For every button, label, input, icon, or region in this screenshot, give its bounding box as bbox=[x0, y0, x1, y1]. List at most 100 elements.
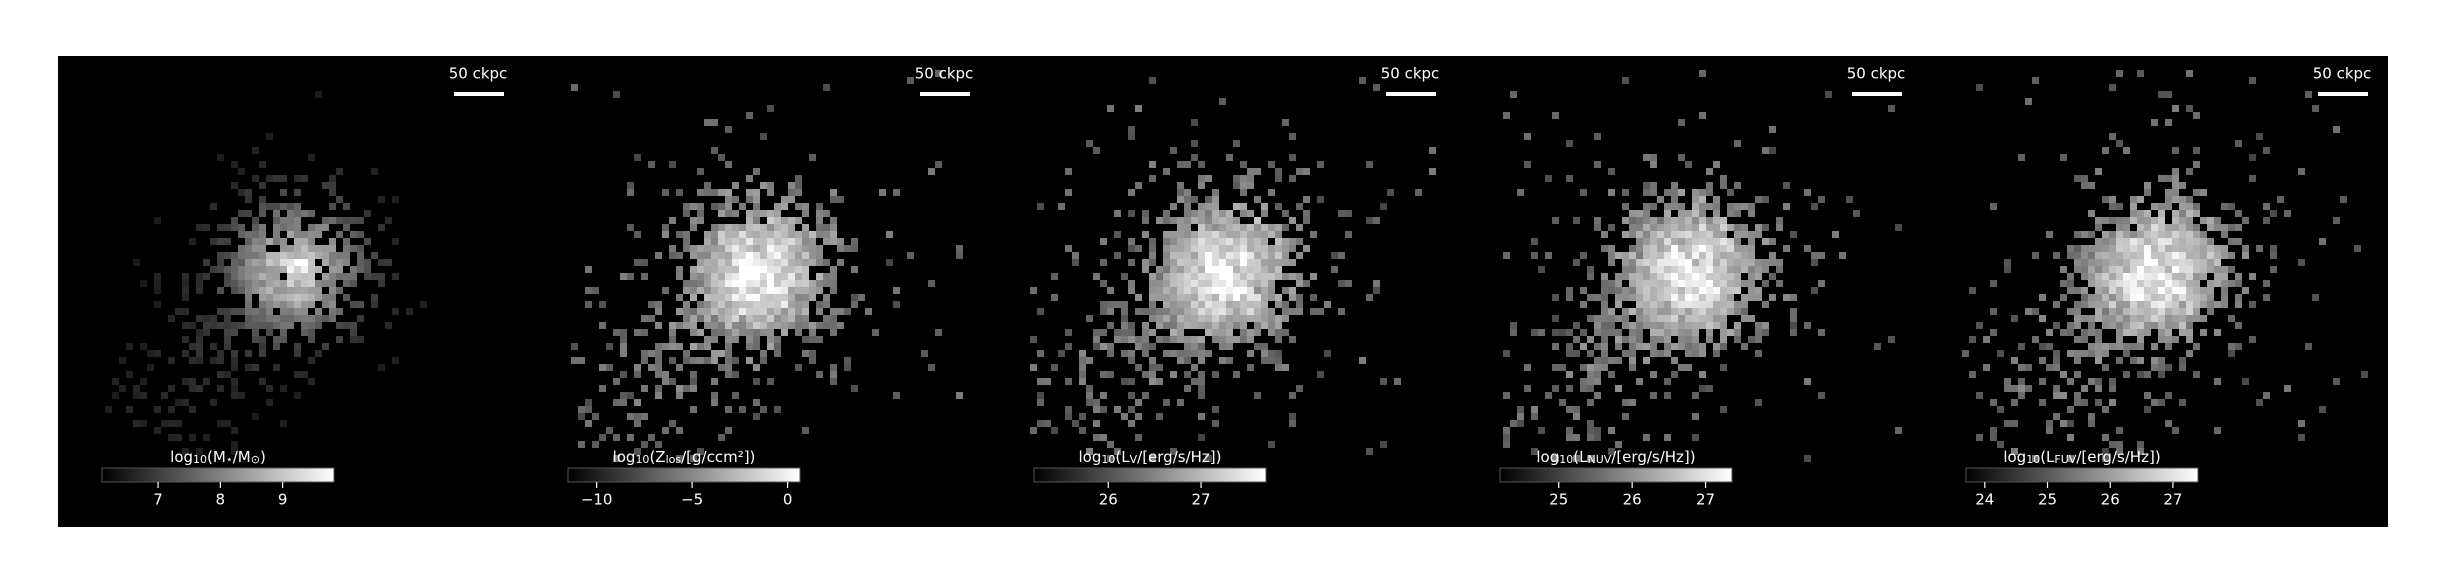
pixel bbox=[795, 280, 802, 287]
pixel bbox=[1177, 252, 1184, 259]
pixel bbox=[1573, 336, 1580, 343]
pixel bbox=[1429, 147, 1436, 154]
pixel bbox=[2144, 273, 2151, 280]
pixel bbox=[711, 329, 718, 336]
pixel bbox=[1755, 322, 1762, 329]
pixel bbox=[2235, 210, 2242, 217]
pixel bbox=[1163, 322, 1170, 329]
pixel bbox=[1678, 252, 1685, 259]
pixel bbox=[1142, 308, 1149, 315]
pixel bbox=[1268, 357, 1275, 364]
pixel bbox=[1671, 203, 1678, 210]
pixel bbox=[2200, 294, 2207, 301]
pixel bbox=[802, 252, 809, 259]
pixel bbox=[1254, 315, 1261, 322]
pixel bbox=[746, 224, 753, 231]
pixel bbox=[329, 301, 336, 308]
pixel bbox=[287, 252, 294, 259]
pixel bbox=[1219, 329, 1226, 336]
pixel bbox=[1713, 245, 1720, 252]
pixel bbox=[1198, 350, 1205, 357]
pixel bbox=[690, 203, 697, 210]
pixel bbox=[1629, 252, 1636, 259]
pixel bbox=[2116, 203, 2123, 210]
pixel bbox=[1247, 245, 1254, 252]
pixel bbox=[732, 280, 739, 287]
pixel bbox=[2144, 322, 2151, 329]
pixel bbox=[718, 280, 725, 287]
pixel bbox=[2123, 259, 2130, 266]
pixel bbox=[606, 343, 613, 350]
pixel bbox=[259, 266, 266, 273]
pixel bbox=[2137, 70, 2144, 77]
pixel bbox=[1643, 231, 1650, 238]
pixel bbox=[1198, 217, 1205, 224]
pixel bbox=[1240, 182, 1247, 189]
pixel bbox=[753, 322, 760, 329]
scale-bar-label: 50 ckpc bbox=[1847, 65, 1906, 83]
pixel bbox=[2053, 350, 2060, 357]
pixel bbox=[1755, 266, 1762, 273]
pixel bbox=[2193, 210, 2200, 217]
pixel bbox=[697, 245, 704, 252]
pixel bbox=[2137, 322, 2144, 329]
pixel bbox=[252, 308, 259, 315]
pixel bbox=[2060, 371, 2067, 378]
pixel bbox=[1184, 357, 1191, 364]
pixel bbox=[2221, 252, 2228, 259]
pixel bbox=[2186, 217, 2193, 224]
pixel bbox=[1079, 413, 1086, 420]
pixel bbox=[2151, 287, 2158, 294]
pixel bbox=[2088, 252, 2095, 259]
pixel bbox=[273, 343, 280, 350]
pixel bbox=[1289, 245, 1296, 252]
pixel bbox=[2165, 266, 2172, 273]
pixel bbox=[2151, 252, 2158, 259]
pixel bbox=[2144, 224, 2151, 231]
pixel bbox=[718, 266, 725, 273]
pixel bbox=[697, 189, 704, 196]
pixel bbox=[711, 238, 718, 245]
pixel bbox=[1240, 329, 1247, 336]
pixel bbox=[732, 371, 739, 378]
pixel bbox=[634, 399, 641, 406]
pixel bbox=[1268, 273, 1275, 280]
pixel bbox=[119, 385, 126, 392]
pixel bbox=[711, 119, 718, 126]
pixel bbox=[1839, 252, 1846, 259]
pixel bbox=[1769, 147, 1776, 154]
pixel bbox=[266, 252, 273, 259]
pixel bbox=[252, 364, 259, 371]
pixel bbox=[2109, 217, 2116, 224]
pixel bbox=[732, 210, 739, 217]
pixel bbox=[2179, 196, 2186, 203]
pixel bbox=[2109, 238, 2116, 245]
pixel bbox=[2298, 420, 2305, 427]
pixel bbox=[2200, 266, 2207, 273]
pixel bbox=[1650, 217, 1657, 224]
pixel bbox=[725, 189, 732, 196]
pixel bbox=[1804, 189, 1811, 196]
pixel bbox=[1156, 280, 1163, 287]
pixel bbox=[767, 252, 774, 259]
pixel bbox=[1303, 280, 1310, 287]
pixel bbox=[245, 301, 252, 308]
pixel bbox=[2137, 238, 2144, 245]
pixel bbox=[760, 357, 767, 364]
pixel bbox=[315, 245, 322, 252]
pixel bbox=[1706, 231, 1713, 238]
pixel bbox=[2165, 287, 2172, 294]
pixel bbox=[767, 294, 774, 301]
pixel bbox=[1531, 252, 1538, 259]
pixel bbox=[1233, 266, 1240, 273]
pixel bbox=[1734, 266, 1741, 273]
pixel bbox=[2207, 238, 2214, 245]
pixel bbox=[2158, 91, 2165, 98]
pixel bbox=[1678, 217, 1685, 224]
pixel bbox=[697, 273, 704, 280]
pixel bbox=[1184, 385, 1191, 392]
pixel bbox=[1191, 315, 1198, 322]
pixel bbox=[2263, 203, 2270, 210]
pixel bbox=[1622, 399, 1629, 406]
pixel bbox=[2095, 266, 2102, 273]
